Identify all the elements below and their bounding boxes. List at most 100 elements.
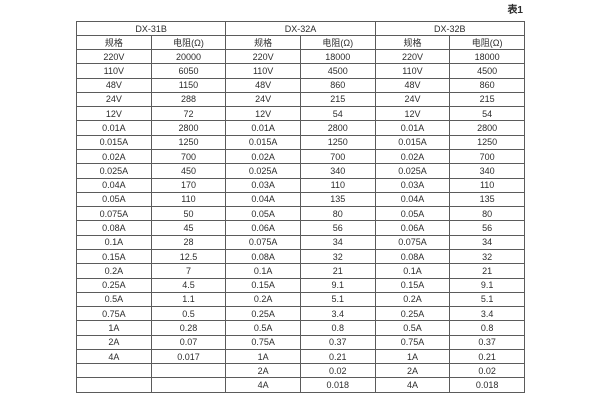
spec-cell: 0.05A <box>225 206 301 222</box>
resistance-cell: 0.28 <box>150 320 227 336</box>
spec-cell: 0.5A <box>76 291 152 308</box>
spec-cell: 0.02A <box>374 148 451 165</box>
spec-cell: 0.015A <box>76 134 152 150</box>
resistance-cell: 32 <box>449 248 525 265</box>
table-row: 110V 6050 110V 4500 110V 4500 <box>76 63 525 79</box>
resistance-cell: 80 <box>299 206 376 222</box>
spec-cell: 110V <box>76 63 152 79</box>
resistance-cell: 0.02 <box>299 363 376 379</box>
spec-cell: 0.1A <box>374 263 451 279</box>
spec-cell: 2A <box>76 334 152 350</box>
table-row: 0.075A 50 0.05A 80 0.05A 80 <box>76 206 525 222</box>
spec-cell: 12V <box>225 106 301 122</box>
spec-cell: 0.75A <box>374 334 451 350</box>
table-caption: 表1 <box>507 5 523 16</box>
resistance-cell: 4500 <box>449 63 525 79</box>
table-row: 0.25A 4.5 0.15A 9.1 0.15A 9.1 <box>76 277 525 293</box>
table-row: 0.01A 2800 0.01A 2800 0.01A 2800 <box>76 120 525 136</box>
spec-cell: 0.1A <box>225 263 301 279</box>
spec-cell: 4A <box>225 377 301 393</box>
spec-cell: 1A <box>76 320 152 336</box>
resistance-cell: 12.5 <box>150 248 227 265</box>
resistance-cell: 21 <box>299 263 376 279</box>
spec-cell: 12V <box>76 106 152 122</box>
resistance-cell: 32 <box>299 248 376 265</box>
resistance-cell: 72 <box>150 106 227 122</box>
spec-cell: 110V <box>225 63 301 79</box>
resistance-cell: 50 <box>150 206 227 222</box>
spec-table: DX-31B DX-32A DX-32B 规格 电阻(Ω) 规格 电阻(Ω) 规… <box>75 21 526 393</box>
spec-cell: 0.015A <box>374 134 451 150</box>
resistance-cell: 21 <box>449 263 525 279</box>
spec-cell: 0.5A <box>374 320 451 336</box>
resistance-cell: 135 <box>299 191 376 208</box>
table-row: 0.015A 1250 0.015A 1250 0.015A 1250 <box>76 134 525 150</box>
resistance-cell: 5.1 <box>449 291 525 308</box>
spec-cell <box>76 377 152 393</box>
spec-cell: 0.05A <box>76 191 152 208</box>
resistance-cell: 45 <box>150 220 227 236</box>
spec-cell: 2A <box>374 363 451 379</box>
resistance-cell: 1.1 <box>150 291 227 308</box>
resistance-cell: 1250 <box>299 134 376 150</box>
resistance-cell: 1250 <box>150 134 227 150</box>
spec-cell: 4A <box>374 377 451 393</box>
resistance-cell: 700 <box>449 148 525 165</box>
table-row: 0.02A 700 0.02A 700 0.02A 700 <box>76 148 525 165</box>
spec-cell: 0.5A <box>225 320 301 336</box>
resistance-cell: 80 <box>449 206 525 222</box>
group-header-dx31b: DX-31B <box>75 21 227 36</box>
resistance-cell: 56 <box>299 220 376 236</box>
spec-cell: 0.25A <box>76 277 152 293</box>
table-row: 0.2A 7 0.1A 21 0.1A 21 <box>76 263 525 279</box>
spec-cell: 1A <box>225 348 301 365</box>
spec-cell: 24V <box>225 91 301 108</box>
resistance-cell <box>150 363 227 379</box>
spec-cell: 0.75A <box>76 306 152 322</box>
spec-cell: 0.75A <box>225 334 301 350</box>
spec-cell: 0.06A <box>374 220 451 236</box>
resistance-cell: 700 <box>150 148 227 165</box>
table-row: 0.05A 110 0.04A 135 0.04A 135 <box>76 191 525 208</box>
resistance-cell: 0.018 <box>449 377 525 393</box>
spec-cell: 0.02A <box>76 148 152 165</box>
table-row: 0.08A 45 0.06A 56 0.06A 56 <box>76 220 525 236</box>
resistance-column-header: 电阻(Ω) <box>150 35 227 50</box>
spec-cell: 12V <box>374 106 451 122</box>
spec-cell: 0.15A <box>374 277 451 293</box>
resistance-cell: 34 <box>299 234 376 250</box>
spec-cell: 0.015A <box>225 134 301 150</box>
spec-cell: 0.075A <box>374 234 451 250</box>
spec-cell: 0.04A <box>225 191 301 208</box>
resistance-cell: 0.5 <box>150 306 227 322</box>
resistance-cell: 0.8 <box>299 320 376 336</box>
spec-cell: 0.075A <box>76 206 152 222</box>
table-row: 0.15A 12.5 0.08A 32 0.08A 32 <box>76 248 525 265</box>
spec-cell: 0.2A <box>76 263 152 279</box>
resistance-cell <box>150 377 227 393</box>
resistance-cell: 54 <box>449 106 525 122</box>
sub-header-row: 规格 电阻(Ω) 规格 电阻(Ω) 规格 电阻(Ω) <box>76 35 525 50</box>
spec-cell: 0.01A <box>374 120 451 136</box>
table-row: 48V 1150 48V 860 48V 860 <box>76 77 525 93</box>
resistance-cell: 20000 <box>150 48 227 65</box>
spec-cell: 0.025A <box>225 163 301 179</box>
spec-cell: 24V <box>76 91 152 108</box>
spec-cell: 0.08A <box>225 248 301 265</box>
resistance-cell: 450 <box>150 163 227 179</box>
spec-cell: 0.03A <box>374 177 451 193</box>
group-header-dx32a: DX-32A <box>225 21 376 36</box>
spec-cell: 0.03A <box>225 177 301 193</box>
table-row: 12V 72 12V 54 12V 54 <box>76 106 525 122</box>
resistance-cell: 7 <box>150 263 227 279</box>
resistance-cell: 110 <box>150 191 227 208</box>
resistance-cell: 2800 <box>150 120 227 136</box>
resistance-cell: 110 <box>449 177 525 193</box>
resistance-cell: 18000 <box>449 48 525 65</box>
resistance-cell: 0.37 <box>299 334 376 350</box>
spec-cell: 0.08A <box>76 220 152 236</box>
table-row: 2A 0.07 0.75A 0.37 0.75A 0.37 <box>76 334 525 350</box>
spec-cell: 0.01A <box>76 120 152 136</box>
resistance-cell: 215 <box>299 91 376 108</box>
resistance-cell: 54 <box>299 106 376 122</box>
